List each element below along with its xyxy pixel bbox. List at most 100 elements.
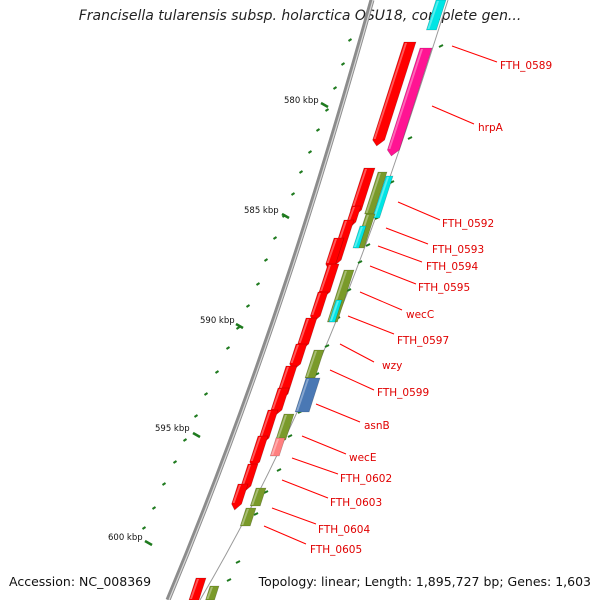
gene-arrow[interactable] (188, 577, 207, 600)
gene-label[interactable]: wzy (382, 360, 402, 372)
gene-arrow[interactable] (289, 343, 308, 371)
scale-tick (332, 86, 338, 90)
feature-highlight (189, 579, 199, 599)
gene-label[interactable]: FTH_0605 (310, 544, 362, 556)
feature-highlight (311, 293, 321, 315)
scale-tick (324, 108, 330, 112)
genome-backbone-highlight (168, 0, 374, 600)
scale-tick (182, 438, 188, 442)
genome-title: Francisella tularensis subsp. holarctica… (78, 8, 522, 24)
label-leader-line (347, 315, 395, 335)
scale-tick (315, 128, 321, 132)
feature-highlight (260, 411, 271, 437)
kbp-tick (144, 539, 153, 547)
label-leader-line (271, 507, 317, 525)
feature-highlight (298, 319, 309, 343)
blue-feature[interactable] (294, 377, 321, 413)
scale-tick (245, 304, 251, 308)
gene-label[interactable]: FTH_0597 (397, 335, 449, 347)
gene-label[interactable]: wecC (406, 309, 434, 321)
gene-label[interactable]: wecE (349, 452, 376, 464)
feature-tick (438, 44, 444, 48)
feature-highlight (241, 509, 249, 525)
trna-feature[interactable] (425, 0, 447, 31)
pink-feature[interactable] (269, 437, 286, 457)
feature-highlight (296, 379, 309, 411)
label-leader-line (263, 525, 307, 545)
gene-labels: FTH_0589 hrpA FTH_0592 FTH_0593 FTH_0594 FTH_… (263, 45, 552, 556)
feature-highlight (347, 207, 355, 221)
misc-feature[interactable] (205, 585, 220, 600)
gene-arrow[interactable] (372, 41, 417, 147)
gene-label[interactable]: asnB (364, 420, 390, 432)
feature-highlight (271, 389, 281, 409)
gene-label[interactable]: FTH_0603 (330, 497, 382, 509)
feature-highlight (328, 271, 347, 321)
label-leader-line (397, 201, 441, 221)
kbp-label: 590 kbp (200, 316, 235, 326)
trna-feature[interactable] (372, 175, 394, 219)
feature-highlight (320, 265, 331, 291)
gene-arrow[interactable] (309, 291, 329, 323)
feature-highlight (329, 301, 339, 321)
scale-tick (225, 346, 231, 350)
feature-highlight (351, 169, 367, 209)
feature-highlight (306, 351, 317, 377)
feature-tick (357, 260, 363, 264)
label-leader-line (451, 45, 498, 63)
feature-highlight (353, 227, 363, 247)
misc-feature[interactable] (249, 487, 267, 507)
feature-tick (346, 288, 352, 292)
scale-tick (161, 482, 167, 486)
feature-highlight (276, 415, 287, 439)
scale-tick (141, 526, 147, 530)
scale-tick (214, 370, 220, 374)
gene-label[interactable]: FTH_0593 (432, 244, 484, 256)
scale-tick (347, 38, 353, 42)
feature-tick (287, 434, 293, 438)
kbp-label: 595 kbp (155, 424, 190, 434)
trna-feature[interactable] (328, 299, 343, 323)
gene-arrow[interactable] (231, 483, 249, 511)
misc-feature[interactable] (275, 413, 295, 441)
scale-tick (340, 62, 346, 66)
feature-highlight (278, 367, 289, 393)
label-leader-line (369, 265, 417, 285)
kbp-markers: 580 kbp 585 kbp 590 kbp 595 kbp 600 kbp (108, 96, 329, 547)
scale-tick (203, 392, 209, 396)
genome-summary: Topology: linear; Length: 1,895,727 bp; … (258, 574, 591, 589)
rrna-feature[interactable] (387, 47, 433, 157)
feature-highlight (388, 49, 423, 149)
gene-label[interactable]: FTH_0604 (318, 524, 370, 536)
scale-tick (151, 506, 157, 510)
scale-tick (307, 150, 313, 154)
gene-arrow[interactable] (270, 387, 290, 417)
scale-tick (235, 326, 241, 330)
gene-label[interactable]: FTH_0599 (377, 387, 429, 399)
feature-tick (324, 344, 330, 348)
feature-highlight (290, 345, 299, 363)
scale-tick (193, 414, 199, 418)
feature-highlight (250, 437, 261, 461)
scale-tick (272, 236, 278, 240)
feature-tick (253, 512, 259, 516)
trna-feature[interactable] (352, 225, 367, 249)
misc-feature[interactable] (239, 507, 257, 527)
label-leader-line (291, 457, 339, 475)
kbp-label: 585 kbp (244, 206, 279, 216)
feature-highlight (373, 43, 407, 139)
gene-label[interactable]: hrpA (478, 122, 504, 134)
label-leader-line (281, 479, 329, 499)
gene-label[interactable]: FTH_0592 (442, 218, 494, 230)
scale-tick (298, 170, 304, 174)
feature-tick (235, 560, 241, 564)
gene-label[interactable]: FTH_0595 (418, 282, 470, 294)
feature-highlight (373, 177, 389, 217)
gene-label[interactable]: FTH_0589 (500, 60, 552, 72)
feature-tick (407, 136, 413, 140)
gene-label[interactable]: FTH_0594 (426, 261, 478, 273)
scale-tick (255, 282, 261, 286)
gene-label[interactable]: FTH_0602 (340, 473, 392, 485)
